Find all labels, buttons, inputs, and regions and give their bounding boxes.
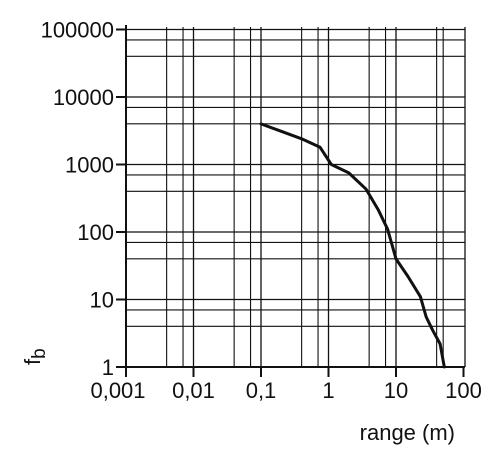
y-axis-title: fb (20, 348, 50, 365)
x-tick-label: 1 (322, 378, 334, 403)
y-axis-title-main: f (20, 358, 45, 365)
y-tick-label: 100 (77, 220, 114, 245)
y-tick-label: 1 (102, 355, 114, 380)
x-tick-label: 0,01 (172, 378, 215, 403)
y-axis-title-subscript: b (29, 348, 50, 359)
x-tick-label: 100 (445, 378, 482, 403)
y-tick-label: 10 (90, 288, 114, 313)
y-tick-label: 10000 (53, 85, 114, 110)
x-tick-label: 10 (384, 378, 408, 403)
x-tick-label: 0,1 (246, 378, 277, 403)
data-series-line (259, 122, 446, 369)
series-layer (259, 122, 446, 369)
y-tick-label: 1000 (65, 153, 114, 178)
x-axis-title: range (m) (360, 420, 455, 445)
grid-layer (125, 25, 466, 368)
x-tick-label: 0,001 (90, 378, 145, 403)
tick-layer: 1 10 100 1000 10000 100000 0,001 0,01 0,1 1 10 100 (41, 18, 482, 404)
y-tick-label: 100000 (41, 18, 114, 43)
